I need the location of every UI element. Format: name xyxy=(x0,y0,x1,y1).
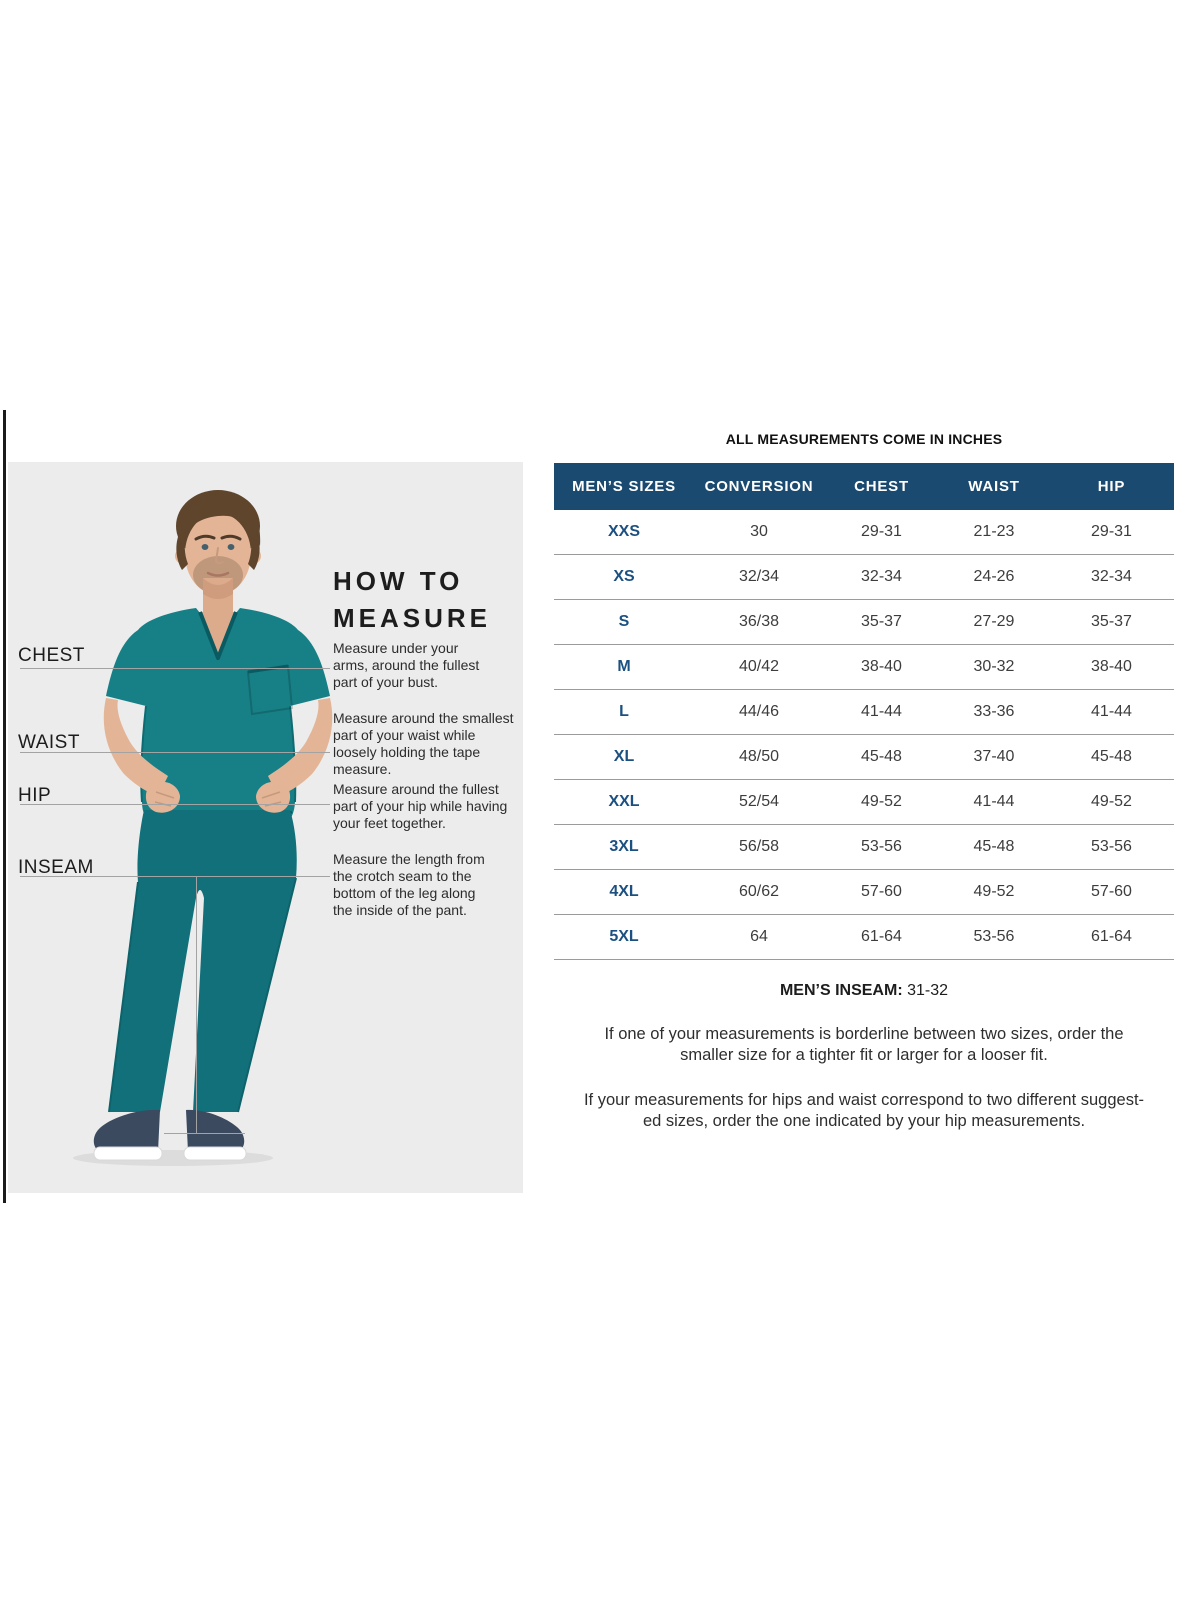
waist-cell: 27-29 xyxy=(939,599,1049,645)
waist-cell: 53-56 xyxy=(939,914,1049,960)
hip-cell: 49-52 xyxy=(1049,779,1174,825)
hip-description: Measure around the fullest part of your … xyxy=(333,781,508,831)
hip-cell: 45-48 xyxy=(1049,734,1174,780)
chest-line xyxy=(20,668,330,669)
hip-cell: 29-31 xyxy=(1049,510,1174,555)
waist-description: Measure around the smallest part of your… xyxy=(333,710,514,777)
hip-label: HIP xyxy=(18,785,52,806)
hip-cell: 38-40 xyxy=(1049,644,1174,690)
inseam-vertical-line xyxy=(196,876,197,1133)
chest-cell: 45-48 xyxy=(824,734,939,780)
size-cell: M xyxy=(554,644,694,690)
size-cell: 5XL xyxy=(554,914,694,960)
waist-line xyxy=(20,752,330,753)
waist-cell: 45-48 xyxy=(939,824,1049,870)
conversion-cell: 40/42 xyxy=(694,644,824,690)
inseam-label: INSEAM xyxy=(18,857,94,878)
how-to-measure-heading: HOW TO MEASURE xyxy=(333,566,492,633)
mens-inseam-note: MEN’S INSEAM: 31-32 xyxy=(554,982,1174,1000)
chest-cell: 61-64 xyxy=(824,914,939,960)
man-in-scrubs-illustration xyxy=(73,490,333,1166)
conversion-cell: 36/38 xyxy=(694,599,824,645)
chest-cell: 41-44 xyxy=(824,689,939,735)
chest-description: Measure under your arms, around the full… xyxy=(333,640,480,690)
conversion-cell: 56/58 xyxy=(694,824,824,870)
size-chart-header-row: MEN’S SIZES CONVERSION CHEST WAIST HIP xyxy=(554,463,1174,510)
inseam-line xyxy=(20,876,330,877)
chest-cell: 35-37 xyxy=(824,599,939,645)
inseam-bottom-line xyxy=(164,1133,245,1134)
hip-cell: 61-64 xyxy=(1049,914,1174,960)
mens-inseam-value: 31-32 xyxy=(907,982,949,999)
conversion-cell: 32/34 xyxy=(694,554,824,600)
size-cell: XL xyxy=(554,734,694,780)
chest-cell: 57-60 xyxy=(824,869,939,915)
waist-label: WAIST xyxy=(18,732,80,753)
chest-cell: 38-40 xyxy=(824,644,939,690)
size-cell: L xyxy=(554,689,694,735)
inseam-description: Measure the length from the crotch seam … xyxy=(333,851,485,918)
conversion-cell: 30 xyxy=(694,510,824,555)
size-chart-row: M 40/42 38-40 30-32 38-40 xyxy=(554,644,1174,690)
size-cell: 4XL xyxy=(554,869,694,915)
size-chart-row: L 44/46 41-44 33-36 41-44 xyxy=(554,689,1174,735)
chest-label: CHEST xyxy=(18,645,85,666)
size-chart-row: 5XL 64 61-64 53-56 61-64 xyxy=(554,914,1174,960)
conversion-cell: 52/54 xyxy=(694,779,824,825)
col-hip: HIP xyxy=(1049,463,1174,510)
size-cell: XXS xyxy=(554,510,694,555)
size-chart-row: 4XL 60/62 57-60 49-52 57-60 xyxy=(554,869,1174,915)
chest-cell: 29-31 xyxy=(824,510,939,555)
size-chart-row: XS 32/34 32-34 24-26 32-34 xyxy=(554,554,1174,600)
waist-cell: 49-52 xyxy=(939,869,1049,915)
col-waist: WAIST xyxy=(939,463,1049,510)
size-chart-row: XXS 30 29-31 21-23 29-31 xyxy=(554,510,1174,555)
size-cell: XS xyxy=(554,554,694,600)
chest-cell: 32-34 xyxy=(824,554,939,600)
size-chart-row: S 36/38 35-37 27-29 35-37 xyxy=(554,599,1174,645)
waist-cell: 21-23 xyxy=(939,510,1049,555)
conversion-cell: 44/46 xyxy=(694,689,824,735)
col-conversion: CONVERSION xyxy=(694,463,824,510)
conversion-cell: 60/62 xyxy=(694,869,824,915)
size-cell: XXL xyxy=(554,779,694,825)
size-cell: S xyxy=(554,599,694,645)
fit-note-borderline: If one of your measurements is borderlin… xyxy=(604,1025,1124,1064)
fit-note-hip-priority: If your measurements for hips and waist … xyxy=(583,1091,1145,1130)
hip-line xyxy=(20,804,330,805)
hip-cell: 53-56 xyxy=(1049,824,1174,870)
col-chest: CHEST xyxy=(824,463,939,510)
size-cell: 3XL xyxy=(554,824,694,870)
chest-cell: 53-56 xyxy=(824,824,939,870)
waist-cell: 30-32 xyxy=(939,644,1049,690)
model-photo xyxy=(8,462,523,1193)
waist-cell: 33-36 xyxy=(939,689,1049,735)
mens-inseam-label: MEN’S INSEAM: xyxy=(779,982,903,999)
waist-cell: 41-44 xyxy=(939,779,1049,825)
left-border-rule xyxy=(3,410,6,1203)
conversion-cell: 48/50 xyxy=(694,734,824,780)
hip-cell: 41-44 xyxy=(1049,689,1174,735)
hip-cell: 32-34 xyxy=(1049,554,1174,600)
size-chart-table: MEN’S SIZES CONVERSION CHEST WAIST HIP X… xyxy=(554,463,1174,960)
hip-cell: 57-60 xyxy=(1049,869,1174,915)
chest-cell: 49-52 xyxy=(824,779,939,825)
size-chart-row: 3XL 56/58 53-56 45-48 53-56 xyxy=(554,824,1174,870)
size-chart-row: XL 48/50 45-48 37-40 45-48 xyxy=(554,734,1174,780)
waist-cell: 37-40 xyxy=(939,734,1049,780)
size-chart-row: XXL 52/54 49-52 41-44 49-52 xyxy=(554,779,1174,825)
col-mens-sizes: MEN’S SIZES xyxy=(554,463,694,510)
hip-cell: 35-37 xyxy=(1049,599,1174,645)
waist-cell: 24-26 xyxy=(939,554,1049,600)
units-note: ALL MEASUREMENTS COME IN INCHES xyxy=(725,431,1003,447)
conversion-cell: 64 xyxy=(694,914,824,960)
